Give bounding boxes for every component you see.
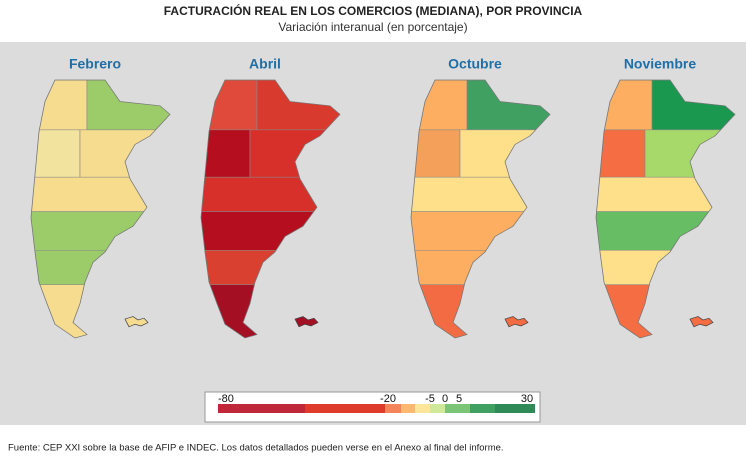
province (411, 129, 461, 178)
legend-swatch (415, 404, 430, 413)
legend-swatch (445, 404, 470, 413)
border (410, 79, 551, 339)
border (30, 79, 171, 339)
legend-tick: -20 (380, 393, 396, 405)
islands (689, 316, 714, 328)
legend-swatch (305, 404, 385, 413)
title: FACTURACIÓN REAL EN LOS COMERCIOS (MEDIA… (164, 3, 583, 18)
source: Fuente: CEP XXI sobre la base de AFIP e … (8, 443, 504, 454)
map-title: Febrero (69, 56, 121, 72)
legend-swatch (218, 404, 305, 413)
islands (124, 316, 149, 328)
legend-tick: -5 (425, 393, 435, 405)
legend-swatch (401, 404, 415, 413)
border (595, 79, 736, 339)
map-title: Noviembre (624, 56, 697, 72)
islands (294, 316, 319, 328)
subtitle: Variación interanual (en porcentaje) (278, 20, 467, 34)
map-title: Octubre (448, 56, 502, 72)
legend-tick: 30 (521, 393, 533, 405)
islands (504, 316, 529, 328)
map-title: Abril (249, 56, 281, 72)
legend-tick: 0 (442, 393, 448, 405)
legend-swatch (430, 404, 445, 413)
legend-swatch (470, 404, 495, 413)
legend-tick: 5 (456, 393, 462, 405)
legend-swatch (385, 404, 401, 413)
legend-tick: -80 (218, 393, 234, 405)
legend-swatch (495, 404, 535, 413)
border (200, 79, 341, 339)
